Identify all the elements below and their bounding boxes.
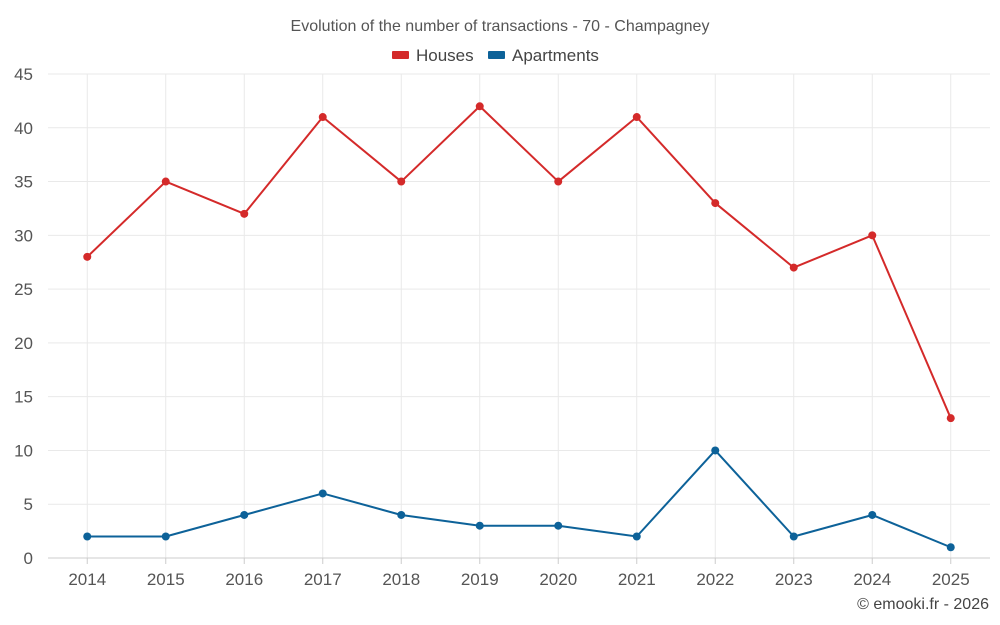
y-tick-label: 45 — [14, 65, 33, 84]
x-tick-label: 2017 — [304, 570, 342, 589]
x-tick-label: 2014 — [68, 570, 106, 589]
data-point-apartments[interactable] — [240, 510, 249, 519]
legend-label-apartments: Apartments — [512, 46, 599, 65]
legend: Houses Apartments — [392, 46, 599, 65]
x-tick-label: 2025 — [932, 570, 970, 589]
y-tick-label: 15 — [14, 388, 33, 407]
y-tick-label: 35 — [14, 173, 33, 192]
data-point-apartments[interactable] — [632, 532, 641, 541]
data-point-houses[interactable] — [868, 231, 877, 240]
legend-item-apartments[interactable]: Apartments — [488, 46, 599, 65]
credit-text: © emooki.fr - 2026 — [857, 596, 989, 613]
y-tick-label: 25 — [14, 280, 33, 299]
y-tick-label: 40 — [14, 119, 33, 138]
y-tick-label: 5 — [24, 495, 33, 514]
plot-grid — [48, 73, 990, 558]
data-point-houses[interactable] — [240, 209, 249, 218]
data-point-houses[interactable] — [161, 177, 170, 186]
series-layer — [83, 102, 955, 552]
x-tick-label: 2022 — [696, 570, 734, 589]
data-point-houses[interactable] — [632, 113, 641, 122]
y-axis: 0 5 10 15 20 25 30 35 40 45 — [14, 65, 33, 568]
x-tick-label: 2024 — [853, 570, 891, 589]
legend-swatch-houses — [392, 51, 409, 59]
data-point-apartments[interactable] — [711, 446, 720, 455]
data-point-apartments[interactable] — [946, 543, 955, 552]
data-point-houses[interactable] — [789, 263, 798, 272]
x-tick-label: 2023 — [775, 570, 813, 589]
x-tick-label: 2019 — [461, 570, 499, 589]
data-point-apartments[interactable] — [475, 521, 484, 530]
data-point-houses[interactable] — [318, 113, 327, 122]
series-line-apartments — [86, 449, 952, 549]
data-point-houses[interactable] — [554, 177, 563, 186]
x-tick-label: 2016 — [225, 570, 263, 589]
y-tick-label: 30 — [14, 226, 33, 245]
data-point-apartments[interactable] — [161, 532, 170, 541]
data-point-apartments[interactable] — [397, 510, 406, 519]
data-point-houses[interactable] — [83, 252, 92, 261]
data-point-apartments[interactable] — [789, 532, 798, 541]
series-line-houses — [86, 105, 952, 420]
data-point-houses[interactable] — [711, 199, 720, 208]
x-tick-label: 2015 — [147, 570, 185, 589]
data-point-houses[interactable] — [475, 102, 484, 111]
y-tick-label: 20 — [14, 334, 33, 353]
data-point-apartments[interactable] — [554, 521, 563, 530]
y-tick-label: 0 — [24, 549, 33, 568]
x-tick-label: 2018 — [382, 570, 420, 589]
legend-label-houses: Houses — [416, 46, 474, 65]
y-tick-label: 10 — [14, 441, 33, 460]
data-point-apartments[interactable] — [318, 489, 327, 498]
x-tick-label: 2021 — [618, 570, 656, 589]
x-tick-label: 2020 — [539, 570, 577, 589]
legend-swatch-apartments — [488, 51, 505, 59]
chart-title: Evolution of the number of transactions … — [291, 18, 710, 35]
data-point-houses[interactable] — [946, 414, 955, 423]
data-point-houses[interactable] — [397, 177, 406, 186]
data-point-apartments[interactable] — [83, 532, 92, 541]
x-axis: 2014 2015 2016 2017 2018 2019 2020 2021 2022 2023… — [48, 557, 990, 589]
data-point-apartments[interactable] — [868, 510, 877, 519]
legend-item-houses[interactable]: Houses — [392, 46, 474, 65]
